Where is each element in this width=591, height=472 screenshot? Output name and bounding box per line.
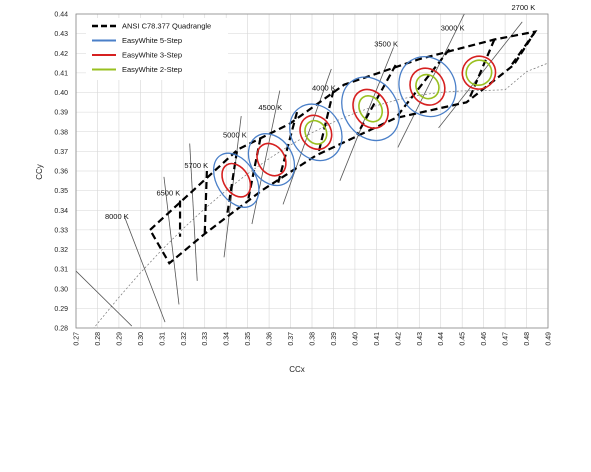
ellipse-3-step bbox=[256, 142, 287, 177]
x-tick-label: 0.29 bbox=[116, 332, 123, 346]
cct-line bbox=[251, 90, 281, 225]
ansi-quadrangle-divider bbox=[203, 170, 208, 234]
x-tick-label: 0.40 bbox=[352, 332, 359, 346]
y-tick-label: 0.43 bbox=[54, 31, 68, 38]
ellipse-2-step bbox=[465, 59, 493, 86]
ellipse-2-step bbox=[415, 73, 440, 100]
x-tick-label: 0.39 bbox=[331, 332, 338, 346]
cct-label: 3500 K bbox=[374, 39, 398, 48]
ellipse-3-step bbox=[461, 55, 497, 90]
x-tick-label: 0.33 bbox=[202, 332, 209, 346]
x-tick-label: 0.44 bbox=[438, 332, 445, 346]
y-tick-label: 0.31 bbox=[54, 267, 68, 274]
x-tick-label: 0.31 bbox=[159, 332, 166, 346]
macadam-ellipses bbox=[212, 55, 497, 208]
y-tick-label: 0.34 bbox=[54, 208, 68, 215]
ellipse-5-step bbox=[212, 152, 260, 208]
x-tick-label: 0.41 bbox=[374, 332, 381, 346]
y-tick-label: 0.36 bbox=[54, 169, 68, 176]
plot-layer bbox=[76, 14, 548, 328]
y-tick-label: 0.44 bbox=[54, 12, 68, 19]
y-tick-label: 0.30 bbox=[54, 286, 68, 293]
cct-line bbox=[76, 270, 133, 327]
planckian-locus-line bbox=[93, 62, 548, 328]
y-tick-label: 0.35 bbox=[54, 188, 68, 195]
x-tick-label: 0.27 bbox=[74, 332, 81, 346]
ellipse-3-step bbox=[221, 162, 252, 198]
cct-line bbox=[163, 176, 180, 305]
cct-line bbox=[397, 14, 465, 148]
x-tick-label: 0.35 bbox=[245, 332, 252, 346]
y-tick-label: 0.29 bbox=[54, 306, 68, 313]
ansi-quadrangle-divider bbox=[510, 31, 537, 66]
y-tick-label: 0.32 bbox=[54, 247, 68, 254]
ellipse-3-step bbox=[352, 88, 389, 129]
y-tick-label: 0.42 bbox=[54, 51, 68, 58]
ellipse-3-step bbox=[409, 67, 446, 106]
legend-label: EasyWhite 2-Step bbox=[122, 65, 182, 74]
ansi-quadrangle-divider bbox=[394, 48, 451, 119]
y-tick-label: 0.33 bbox=[54, 227, 68, 234]
y-axis-title: CCy bbox=[35, 164, 44, 180]
cct-line bbox=[223, 116, 242, 258]
x-tick-label: 0.47 bbox=[503, 332, 510, 346]
cct-label: 4500 K bbox=[258, 103, 282, 112]
y-tick-label: 0.40 bbox=[54, 90, 68, 97]
ellipse-5-step bbox=[247, 133, 296, 187]
x-tick-label: 0.28 bbox=[95, 332, 102, 346]
cct-label: 4000 K bbox=[312, 84, 336, 93]
y-tick-label: 0.37 bbox=[54, 149, 68, 156]
ellipse-5-step bbox=[289, 103, 343, 162]
y-tick-labels: 0.28 0.29 0.30 0.31 0.32 0.33 0.34 0.35 0.36 0.37… bbox=[54, 12, 68, 333]
ellipse-3-step bbox=[299, 114, 333, 151]
y-tick-label: 0.38 bbox=[54, 129, 68, 136]
ellipse-5-step bbox=[398, 56, 457, 118]
y-tick-label: 0.28 bbox=[54, 326, 68, 333]
x-tick-label: 0.48 bbox=[524, 332, 531, 346]
ansi-quadrangle-divider bbox=[276, 111, 299, 186]
x-tick-label: 0.43 bbox=[417, 332, 424, 346]
ellipse-5-step bbox=[341, 76, 401, 142]
cct-label: 5000 K bbox=[223, 131, 247, 140]
cct-line bbox=[339, 47, 394, 181]
x-tick-label: 0.42 bbox=[395, 332, 402, 346]
cct-label: 3000 K bbox=[441, 24, 465, 33]
cct-label: 8000 K bbox=[105, 212, 129, 221]
cct-label: 5700 K bbox=[184, 161, 208, 170]
x-tick-label: 0.46 bbox=[481, 332, 488, 346]
x-tick-label: 0.49 bbox=[546, 332, 553, 346]
plot-area-frame bbox=[75, 13, 549, 329]
ellipse-2-step bbox=[304, 119, 328, 145]
legend-label: ANSI C78.377 Quadrangle bbox=[122, 22, 211, 31]
ansi-quadrangle-outline bbox=[149, 30, 538, 265]
cct-label: 2700 K bbox=[512, 3, 536, 12]
legend-label: EasyWhite 5-Step bbox=[122, 36, 182, 45]
cct-line bbox=[123, 215, 166, 323]
legend: ANSI C78.377 Quadrangle EasyWhite 5-Step E… bbox=[86, 18, 228, 80]
ellipse-2-step bbox=[358, 95, 384, 123]
ansi-quadrangle-divider bbox=[467, 39, 496, 101]
x-tick-label: 0.32 bbox=[181, 332, 188, 346]
x-tick-label: 0.37 bbox=[288, 332, 295, 346]
x-tick-label: 0.38 bbox=[310, 332, 317, 346]
y-tick-label: 0.39 bbox=[54, 110, 68, 117]
x-tick-label: 0.45 bbox=[460, 332, 467, 346]
x-tick-labels: 0.27 0.28 0.29 0.30 0.31 0.32 0.33 0.34 0.35 0.36… bbox=[74, 332, 553, 346]
legend-label: EasyWhite 3-Step bbox=[122, 51, 182, 60]
y-tick-label: 0.41 bbox=[54, 70, 68, 77]
x-tick-label: 0.34 bbox=[224, 332, 231, 346]
cct-line bbox=[189, 143, 198, 281]
x-tick-label: 0.30 bbox=[138, 332, 145, 346]
x-axis-title: CCx bbox=[289, 365, 305, 374]
cct-label: 6500 K bbox=[156, 189, 180, 198]
x-tick-label: 0.36 bbox=[267, 332, 274, 346]
cct-labels: 8000 K 6500 K 5700 K 5000 K 4500 K 4000 K 3500… bbox=[105, 3, 535, 221]
